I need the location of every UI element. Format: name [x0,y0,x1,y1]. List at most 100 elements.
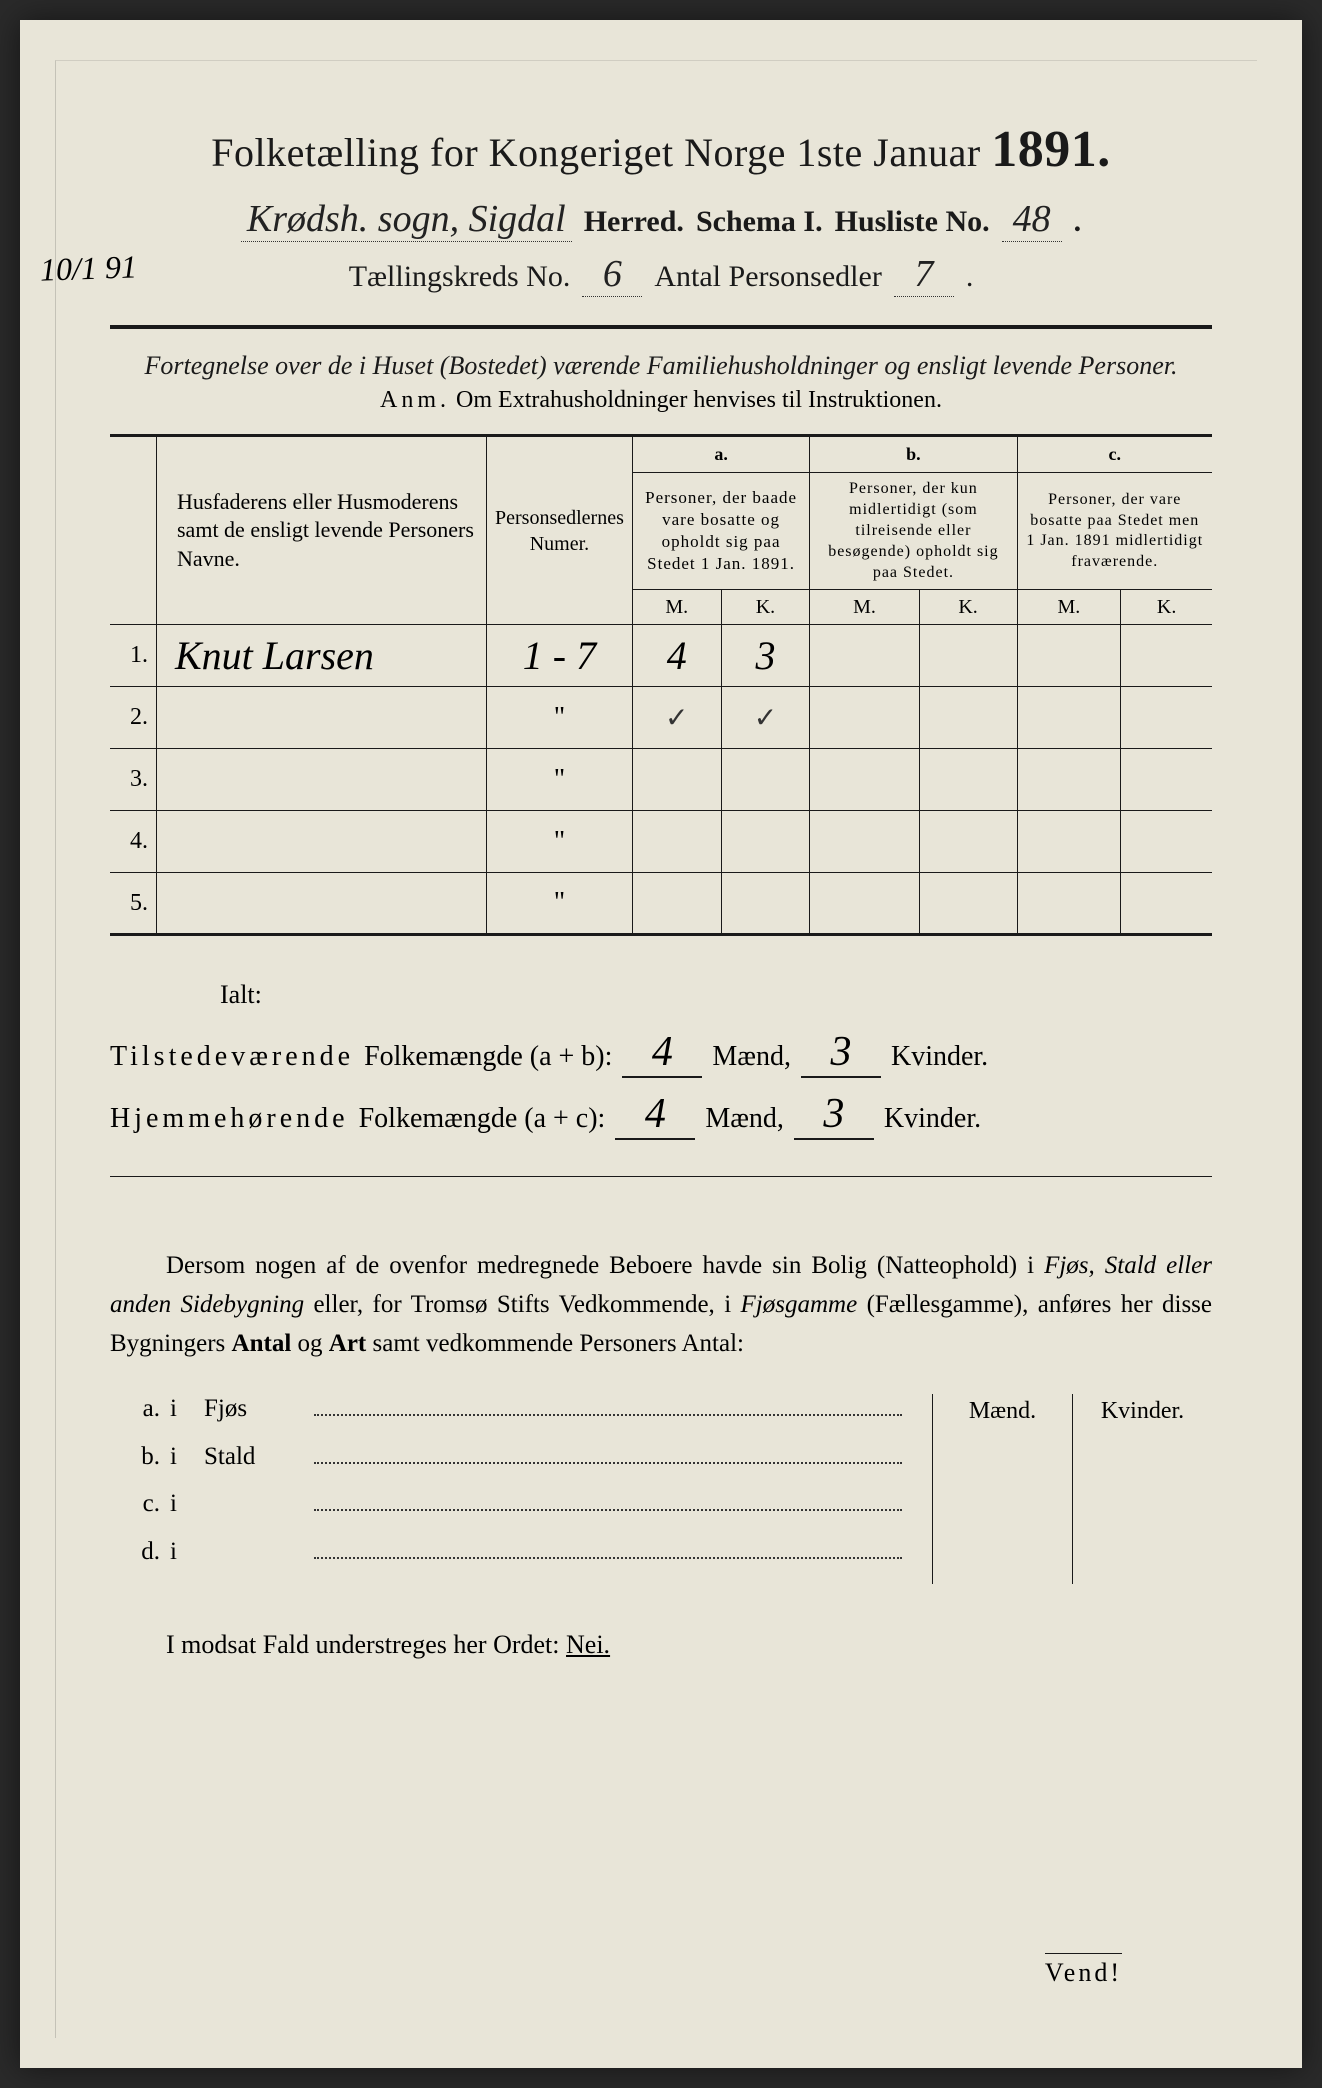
bldg-i: i [170,1443,204,1471]
bldg-i: i [170,1395,204,1423]
row-cm [1017,873,1121,935]
husliste-dot: . [1074,205,1082,239]
bldg-row-a: a. i Fjøs [110,1394,902,1424]
th-name-text: Husfaderens eller Husmoderens samt de en… [177,489,474,571]
herred-label: Herred. [584,205,684,239]
bldg-type: Fjøs [204,1395,314,1423]
row-name: Knut Larsen [157,625,487,687]
mk-columns: Mænd. Kvinder. [932,1394,1212,1584]
row-psnum: " [487,873,633,935]
dotted-line [314,1394,902,1417]
th-num: Personsedlernes Numer. [487,436,633,625]
th-blank [110,436,157,625]
resident-label-a: Hjemmehørende [110,1103,349,1135]
row-ck [1121,625,1212,687]
resident-m: 4 [615,1090,695,1140]
totals-row-resident: Hjemmehørende Folkemængde (a + c): 4 Mæn… [110,1090,1212,1140]
schema-label: Schema I. [696,205,823,239]
antal-no: 7 [894,252,954,297]
row-am: 4 [632,625,721,687]
row-bk [919,749,1017,811]
row-name [157,687,487,749]
table-body: 1. Knut Larsen 1 - 7 4 3 2. " ✓ ✓ [110,625,1212,935]
row-num: 4. [110,811,157,873]
header-row-1: Krødsh. sogn, Sigdal Herred. Schema I. H… [110,197,1212,242]
row-bm [810,749,919,811]
present-label-b: Folkemængde (a + b): [364,1041,612,1073]
building-list: a. i Fjøs b. i Stald c. i d. i [110,1394,902,1584]
row-am [632,749,721,811]
row-name [157,749,487,811]
row-bk [919,873,1017,935]
th-c-m: M. [1017,590,1121,625]
margin-date-note: 10/1 91 [39,248,137,288]
th-name: Husfaderens eller Husmoderens samt de en… [157,436,487,625]
present-m: 4 [622,1028,702,1078]
footer-nej: Nei. [566,1630,610,1659]
sogn-fill: Krødsh. sogn, Sigdal [241,197,572,242]
row-name [157,811,487,873]
row-cm [1017,749,1121,811]
footer-line: I modsat Fald understreges her Ordet: Ne… [110,1630,1212,1660]
row-psnum: " [487,749,633,811]
table-row: 5. " [110,873,1212,935]
totals-row-present: Tilstedeværende Folkemængde (a + b): 4 M… [110,1028,1212,1078]
bldg-lab: c. [110,1490,170,1518]
divider-2 [110,1176,1212,1177]
th-b-k: K. [919,590,1017,625]
title-year: 1891. [991,121,1111,178]
th-c-label: c. [1017,436,1212,473]
th-a-text: Personer, der baade vare bosatte og opho… [632,473,809,590]
row-cm [1017,687,1121,749]
row-bk [919,625,1017,687]
anm-lead: Anm. [380,387,450,413]
totals-block: Ialt: Tilstedeværende Folkemængde (a + b… [110,980,1212,1140]
th-a-label: a. [632,436,809,473]
bldg-lab: d. [110,1538,170,1566]
bldg-lab: a. [110,1395,170,1423]
husliste-no: 48 [1002,197,1062,242]
title-prefix: Folketælling for Kongeriget Norge 1ste J… [211,130,980,175]
header-row-2: Tællingskreds No. 6 Antal Personsedler 7… [110,252,1212,297]
row-psnum: " [487,687,633,749]
bldg-i: i [170,1490,204,1518]
main-title: Folketælling for Kongeriget Norge 1ste J… [110,120,1212,179]
household-table: Husfaderens eller Husmoderens samt de en… [110,434,1212,936]
th-b-m: M. [810,590,919,625]
present-label-a: Tilstedeværende [110,1041,354,1073]
bldg-type: Stald [204,1443,314,1471]
row-psnum: " [487,811,633,873]
bldg-row-c: c. i [110,1489,902,1519]
ialt-label: Ialt: [220,980,1212,1010]
row-bk [919,687,1017,749]
row-cm [1017,811,1121,873]
row-ak: 3 [721,625,810,687]
dotted-line [314,1536,902,1559]
vend-label: Vend! [1045,1953,1122,1988]
row-ak [721,873,810,935]
bldg-lab: b. [110,1443,170,1471]
antal-dot: . [966,260,974,294]
row-ak [721,811,810,873]
anm-text: Om Extrahusholdninger henvises til Instr… [456,387,942,413]
row-cm [1017,625,1121,687]
row-ck [1121,749,1212,811]
row-ck [1121,873,1212,935]
maend-col: Mænd. [933,1394,1073,1584]
kreds-no: 6 [582,252,642,297]
row-name [157,873,487,935]
row-bm [810,811,919,873]
row-ak [721,749,810,811]
resident-label-b: Folkemængde (a + c): [359,1103,606,1135]
divider-1 [110,325,1212,329]
row-num: 1. [110,625,157,687]
th-c-k: K. [1121,590,1212,625]
row-am [632,811,721,873]
th-a-m: M. [632,590,721,625]
footer-text: I modsat Fald understreges her Ordet: [166,1630,560,1659]
table-row: 1. Knut Larsen 1 - 7 4 3 [110,625,1212,687]
table-row: 2. " ✓ ✓ [110,687,1212,749]
subtitle: Fortegnelse over de i Huset (Bostedet) v… [110,351,1212,381]
kvinder-label: Kvinder. [891,1041,988,1073]
husliste-label: Husliste No. [835,205,990,239]
